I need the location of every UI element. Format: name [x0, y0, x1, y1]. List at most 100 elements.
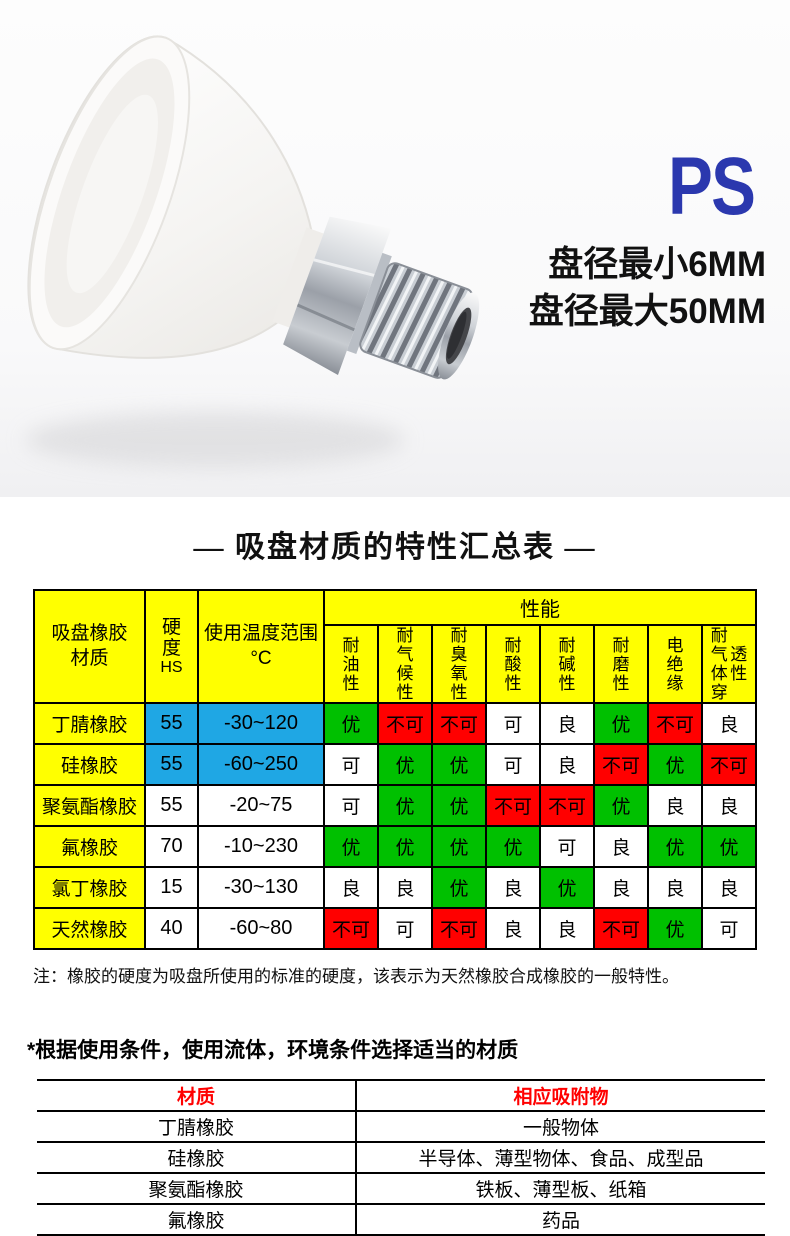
application-row: 聚氨酯橡胶 铁板、薄型板、纸箱	[37, 1173, 765, 1206]
rating-cell: 可	[539, 825, 595, 869]
selection-heading: *根据使用条件，使用流体，环境条件选择适当的材质	[27, 1039, 519, 1063]
material-characteristics-table: 吸盘橡胶 材质 硬度 HS 使用温度范围 °C 性能 耐油性 耐气候性 耐臭氧性 耐酸…	[33, 588, 757, 951]
product-photo-section: PS 盘径最小6MM 盘径最大50MM	[0, 0, 790, 497]
rating-cell: 优	[431, 866, 487, 910]
material-row: 氟橡胶 70 -10~230 优优优优可良优优	[33, 825, 757, 869]
rating-cell: 良	[539, 907, 595, 951]
rating-cell: 优	[377, 743, 433, 787]
rating-cell: 优	[593, 784, 649, 828]
diameter-max: 盘径最大50MM	[528, 292, 766, 332]
rating-cell: 不可	[701, 743, 757, 787]
application-cell: 一般物体	[355, 1111, 765, 1144]
temperature-range-cell: -60~250	[197, 743, 325, 787]
diameter-min: 盘径最小6MM	[548, 245, 766, 284]
header-material-col: 材质	[37, 1080, 356, 1113]
section-title: — 吸盘材质的特性汇总表 —	[193, 531, 597, 564]
application-cell: 半导体、薄型物体、食品、成型品	[355, 1142, 765, 1175]
rating-cell: 优	[647, 825, 703, 869]
rating-cell: 优	[323, 702, 379, 746]
application-row: 硅橡胶 半导体、薄型物体、食品、成型品	[37, 1142, 765, 1175]
application-cell: 铁板、薄型板、纸箱	[355, 1173, 765, 1206]
perf-column-header: 耐碱性	[539, 623, 595, 705]
rating-cell: 良	[377, 866, 433, 910]
material-name-cell: 氯丁橡胶	[33, 866, 146, 910]
perf-column-header: 耐磨性	[593, 623, 649, 705]
material-row: 氯丁橡胶 15 -30~130 良良优良优良良良	[33, 866, 757, 910]
rating-cell: 良	[593, 866, 649, 910]
application-row: 氟橡胶 药品	[37, 1204, 765, 1236]
temperature-range-cell: -20~75	[197, 784, 325, 828]
rating-cell: 良	[485, 866, 541, 910]
rating-cell: 不可	[431, 702, 487, 746]
hardness-cell: 55	[144, 702, 199, 746]
perf-column-header: 耐油性	[323, 623, 379, 705]
rating-cell: 优	[593, 702, 649, 746]
suction-cup-photo	[25, 35, 480, 468]
material-application-table: 材质 相应吸附物 丁腈橡胶 一般物体 硅橡胶 半导体、薄型物体、食品、成型品 聚氨酯橡胶…	[37, 1079, 765, 1236]
rating-cell: 不可	[647, 702, 703, 746]
rating-cell: 优	[377, 825, 433, 869]
rating-cell: 优	[431, 743, 487, 787]
perf-column-header: 耐酸性	[485, 623, 541, 705]
material-row: 天然橡胶 40 -60~80 不可可不可良良不可优可	[33, 907, 757, 951]
material-name-cell: 聚氨酯橡胶	[33, 784, 146, 828]
rating-cell: 良	[485, 907, 541, 951]
temperature-range-cell: -30~130	[197, 866, 325, 910]
header-performance: 性能	[323, 589, 757, 626]
material-row: 聚氨酯橡胶 55 -20~75 可优优不可 不可优良良	[33, 784, 757, 828]
perf-column-header: 耐气体穿 透性	[701, 623, 757, 705]
rating-cell: 不可	[485, 784, 541, 828]
header-temperature: 使用温度范围 °C	[197, 588, 325, 705]
rating-cell: 优	[701, 825, 757, 869]
temperature-range-cell: -60~80	[197, 907, 325, 951]
material-cell: 丁腈橡胶	[37, 1111, 356, 1144]
rating-cell: 可	[701, 907, 757, 951]
rating-cell: 可	[485, 702, 541, 746]
rating-cell: 不可	[593, 907, 649, 951]
material-row: 硅橡胶 55 -60~250 可优优可良不可优不可	[33, 743, 757, 787]
product-code: PS	[667, 141, 756, 232]
material-name-cell: 硅橡胶	[33, 743, 146, 787]
hardness-cell: 15	[144, 866, 199, 910]
diameter-specs: 盘径最小6MM 盘径最大50MM	[529, 241, 766, 336]
rating-cell: 不可	[377, 702, 433, 746]
table-header-row: 材质 相应吸附物	[37, 1080, 765, 1113]
header-application-col: 相应吸附物	[355, 1080, 765, 1113]
rating-cell: 良	[647, 866, 703, 910]
rating-cell: 优	[647, 743, 703, 787]
rating-cell: 优	[431, 825, 487, 869]
rating-cell: 优	[539, 866, 595, 910]
rating-cell: 良	[539, 743, 595, 787]
material-cell: 聚氨酯橡胶	[37, 1173, 356, 1206]
perf-column-header: 电绝缘	[647, 623, 703, 705]
rating-cell: 不可	[323, 907, 379, 951]
header-material: 吸盘橡胶 材质	[33, 588, 146, 705]
rating-cell: 良	[701, 784, 757, 828]
hardness-cell: 40	[144, 907, 199, 951]
rating-cell: 良	[539, 702, 595, 746]
material-cell: 硅橡胶	[37, 1142, 356, 1175]
rating-cell: 可	[485, 743, 541, 787]
material-row: 丁腈橡胶 55 -30~120 优不可 不可可良优不可良	[33, 702, 757, 746]
perf-column-header: 耐气候性	[377, 623, 433, 705]
hardness-cell: 55	[144, 743, 199, 787]
rating-cell: 可	[323, 743, 379, 787]
rating-cell: 优	[323, 825, 379, 869]
rating-cell: 优	[647, 907, 703, 951]
temperature-range-cell: -30~120	[197, 702, 325, 746]
temperature-range-cell: -10~230	[197, 825, 325, 869]
table-note: 注：橡胶的硬度为吸盘所使用的标准的硬度，该表示为天然橡胶合成橡胶的一般特性。	[33, 967, 679, 987]
header-hardness: 硬度 HS	[144, 588, 199, 705]
rating-cell: 不可	[431, 907, 487, 951]
material-name-cell: 氟橡胶	[33, 825, 146, 869]
rating-cell: 良	[701, 702, 757, 746]
rating-cell: 良	[323, 866, 379, 910]
material-name-cell: 丁腈橡胶	[33, 702, 146, 746]
hardness-cell: 55	[144, 784, 199, 828]
rating-cell: 不可	[539, 784, 595, 828]
rating-cell: 优	[377, 784, 433, 828]
perf-column-header: 耐臭氧性	[431, 623, 487, 705]
rating-cell: 不可	[593, 743, 649, 787]
rating-cell: 可	[377, 907, 433, 951]
material-cell: 氟橡胶	[37, 1204, 356, 1236]
